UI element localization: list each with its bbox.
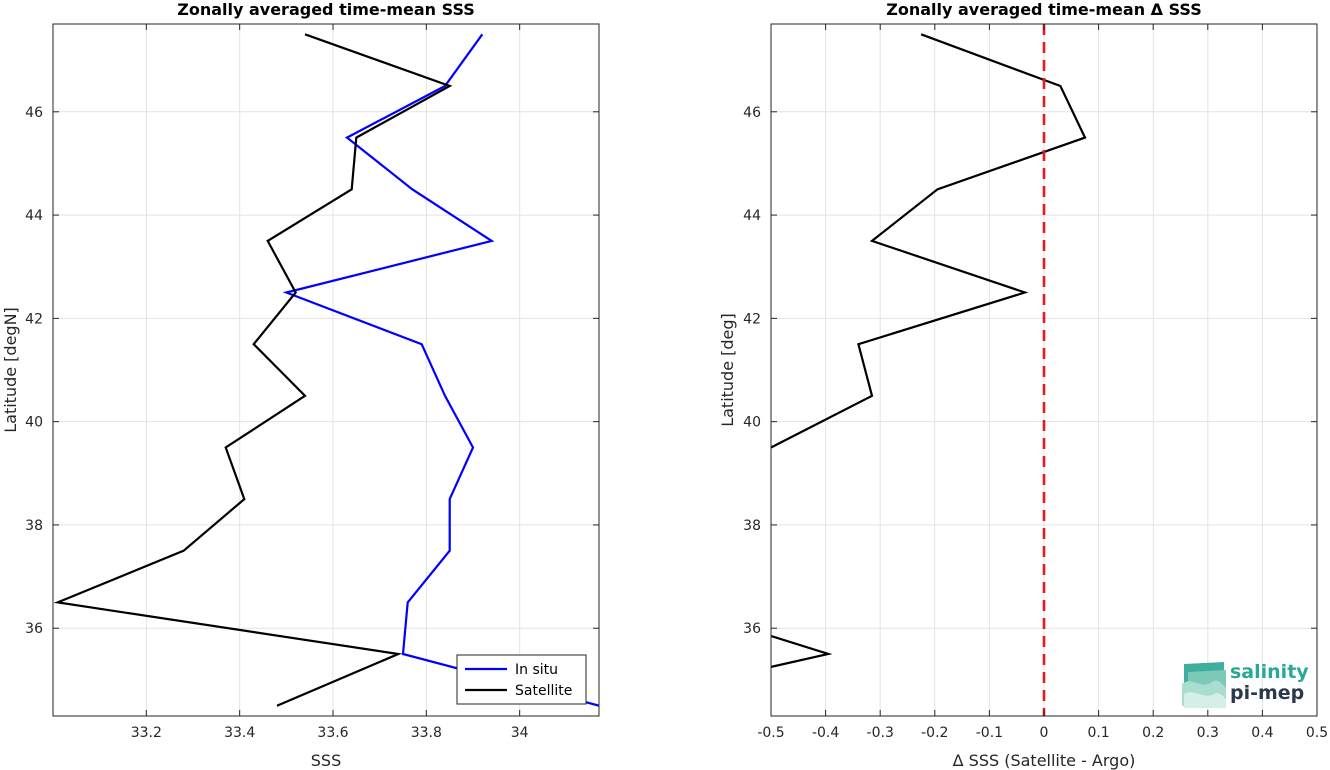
series-lines <box>771 33 1087 668</box>
legend-box <box>456 654 587 705</box>
salinity-pi-mep-logo: salinity pi-mep <box>1182 661 1309 708</box>
x-tick-label: -0.1 <box>976 725 1003 741</box>
plot-area <box>53 24 599 716</box>
y-tick-label: 38 <box>25 518 43 534</box>
x-tick-label: 0.1 <box>1087 725 1109 741</box>
y-tick-label: 36 <box>25 621 43 637</box>
x-tick-label: 33.6 <box>317 725 348 741</box>
x-tick-labels: -0.5 -0.4 -0.3 -0.2 -0.1 0 0.1 0.2 0.3 0.4 0.5 <box>757 725 1328 741</box>
x-tick-label: 0.4 <box>1251 725 1273 741</box>
y-tick-label: 44 <box>743 208 761 224</box>
y-tick-labels: 36 38 40 42 44 46 <box>743 105 761 637</box>
x-axis-label: SSS <box>311 751 341 770</box>
y-tick-label: 46 <box>743 105 761 121</box>
x-tick-label: -0.2 <box>921 725 948 741</box>
ticks <box>53 24 599 716</box>
y-tick-label: 38 <box>743 518 761 534</box>
y-tick-label: 42 <box>25 311 43 327</box>
panel-sss: 33.2 33.4 33.6 33.8 34 36 38 40 42 44 46 Zonally … <box>1 0 600 770</box>
x-tick-label: 0 <box>1040 725 1049 741</box>
legend-label-satellite: Satellite <box>515 683 572 699</box>
legend: In situ Satellite <box>456 654 587 705</box>
y-tick-label: 40 <box>743 415 761 431</box>
series-line-0 <box>771 33 1087 449</box>
chart-title: Zonally averaged time-mean SSS <box>177 0 475 19</box>
series-lines <box>53 33 599 707</box>
x-tick-label: -0.4 <box>812 725 839 741</box>
x-tick-label: 0.3 <box>1197 725 1219 741</box>
y-tick-label: 40 <box>25 415 43 431</box>
y-tick-label: 46 <box>25 105 43 121</box>
x-tick-labels: 33.2 33.4 33.6 33.8 34 <box>131 725 529 741</box>
x-axis-label: Δ SSS (Satellite - Argo) <box>953 751 1136 770</box>
y-axis-label: Latitude [degN] <box>1 307 20 433</box>
y-axis-label: Latitude [deg] <box>718 313 737 427</box>
series-line-1 <box>771 634 833 668</box>
panel-delta-sss: -0.5 -0.4 -0.3 -0.2 -0.1 0 0.1 0.2 0.3 0.4 0.5 363… <box>718 0 1328 770</box>
y-tick-label: 44 <box>25 208 43 224</box>
logo-text-line2: pi-mep <box>1230 682 1304 704</box>
y-tick-label: 42 <box>743 311 761 327</box>
chart-title: Zonally averaged time-mean Δ SSS <box>886 0 1202 19</box>
plot-frame <box>52 23 600 717</box>
x-tick-label: -0.5 <box>757 725 784 741</box>
x-tick-label: 33.2 <box>131 725 162 741</box>
x-tick-label: 34 <box>511 725 529 741</box>
grid <box>53 24 599 716</box>
x-tick-label: -0.3 <box>867 725 894 741</box>
x-tick-label: 33.4 <box>224 725 255 741</box>
x-tick-label: 0.2 <box>1142 725 1164 741</box>
y-tick-label: 36 <box>743 621 761 637</box>
series-line-satellite <box>53 33 453 707</box>
legend-label-in-situ: In situ <box>515 662 558 678</box>
series-line-in-situ <box>282 33 599 707</box>
x-tick-label: 0.5 <box>1306 725 1328 741</box>
y-tick-labels: 36 38 40 42 44 46 <box>25 105 43 637</box>
x-tick-label: 33.8 <box>411 725 442 741</box>
wave-logo-icon <box>1182 662 1226 708</box>
ticks <box>770 24 1318 716</box>
logo-text-line1: salinity <box>1230 661 1309 683</box>
